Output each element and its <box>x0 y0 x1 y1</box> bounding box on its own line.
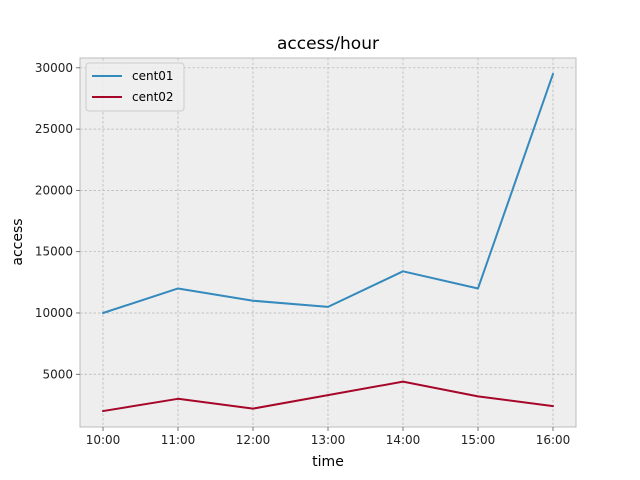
chart-title: access/hour <box>277 34 379 54</box>
legend-label-cent02: cent02 <box>132 90 174 104</box>
y-tick-label: 20000 <box>35 183 73 197</box>
x-tick-label: 15:00 <box>461 433 496 447</box>
x-tick-label: 14:00 <box>386 433 421 447</box>
x-tick-label: 13:00 <box>311 433 346 447</box>
x-axis-label: time <box>312 454 344 470</box>
x-tick-label: 10:00 <box>86 433 121 447</box>
y-tick-label: 15000 <box>35 245 73 259</box>
legend-label-cent01: cent01 <box>132 69 174 83</box>
legend: cent01 cent02 <box>85 62 185 112</box>
y-tick-label: 30000 <box>35 61 73 75</box>
x-tick-label: 12:00 <box>236 433 271 447</box>
y-tick-label: 5000 <box>42 367 73 381</box>
ticks: 10:00 11:00 12:00 13:00 14:00 15:00 16:00 5000 1… <box>35 61 570 447</box>
y-tick-label: 25000 <box>35 122 73 136</box>
series-lines <box>102 72 554 413</box>
x-tick-label: 16:00 <box>536 433 571 447</box>
x-tick-label: 11:00 <box>161 433 196 447</box>
y-axis-label: access <box>10 218 26 265</box>
y-tick-label: 10000 <box>35 306 73 320</box>
